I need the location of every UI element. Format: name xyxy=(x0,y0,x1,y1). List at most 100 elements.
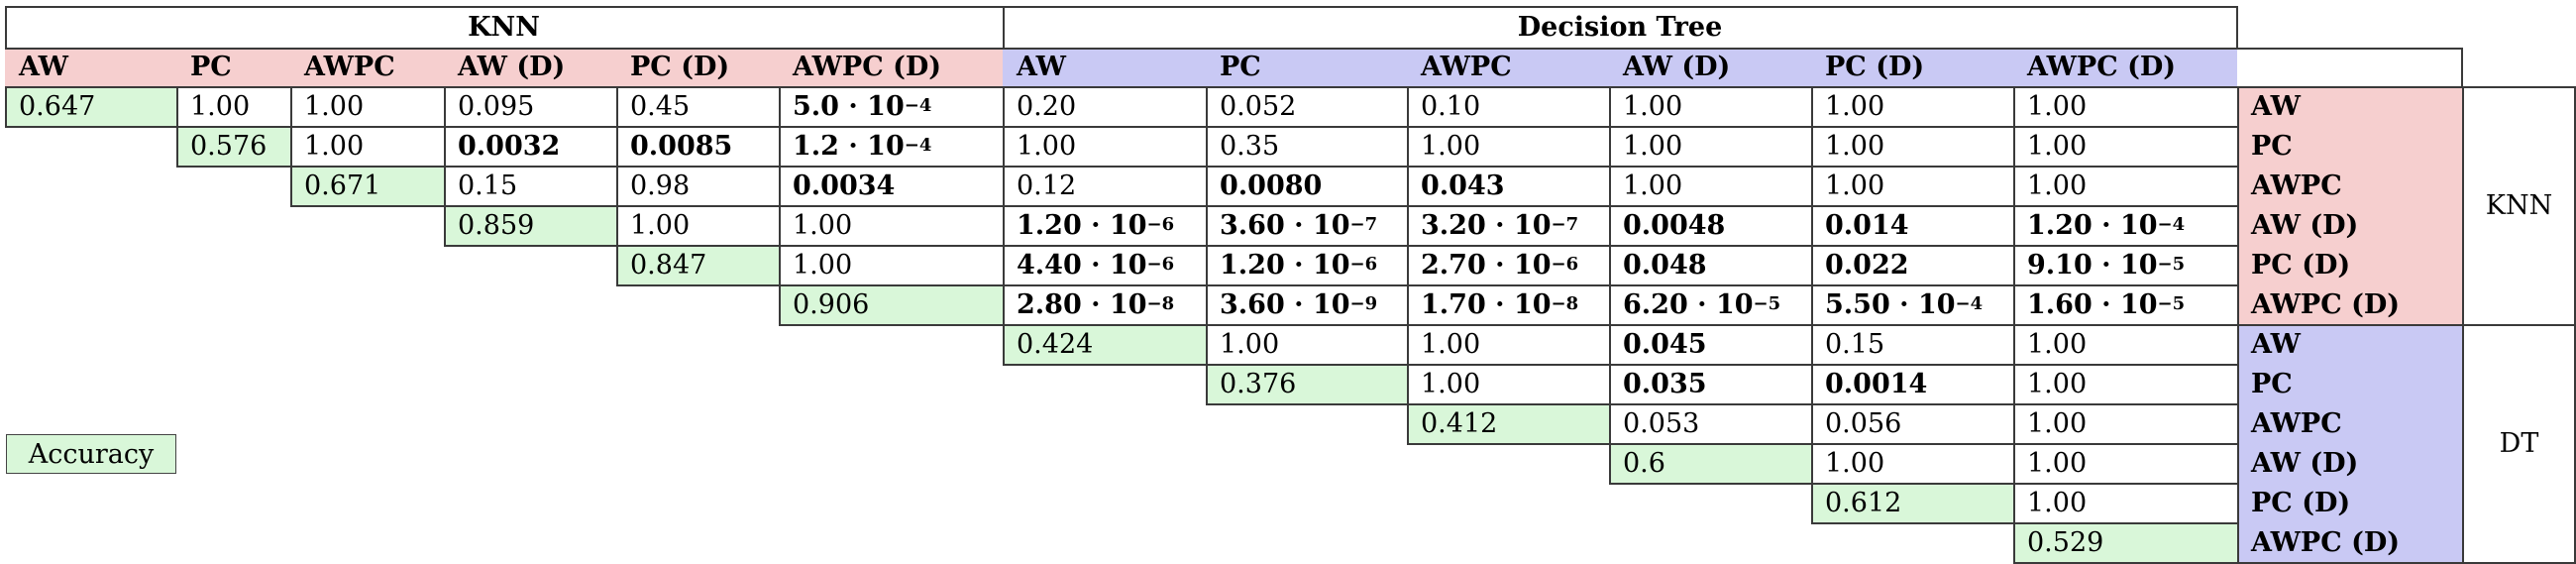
p-value-text: 1.00 xyxy=(630,209,691,241)
p-value-cell: 0.45 xyxy=(616,86,779,126)
p-value-cell: 1.60 · 10 −5 xyxy=(2027,288,2186,320)
rule-col xyxy=(1609,284,1611,324)
rule-col xyxy=(2013,245,2015,284)
rule-side-top xyxy=(2237,86,2576,88)
rule-col xyxy=(2237,205,2239,245)
p-value-cell: 1.00 xyxy=(2013,324,2237,364)
rule-col xyxy=(1811,166,1813,205)
p-value-cell: 0.014 xyxy=(1811,205,2013,245)
p-value-cell: 1.00 xyxy=(1206,324,1407,364)
rule-col xyxy=(1206,205,1208,245)
p-value-text: 3.60 · 10 xyxy=(1220,209,1350,241)
p-value-text: 1.00 xyxy=(304,130,365,162)
rule-col xyxy=(1407,364,1409,403)
rule-diag-left xyxy=(779,284,781,324)
p-value-text: 0.35 xyxy=(1220,130,1280,162)
accuracy-cell: 0.376 xyxy=(1206,364,1407,403)
p-value-text: 1.00 xyxy=(1825,130,1885,162)
p-value-text: 1.00 xyxy=(793,209,853,241)
p-value-text: 5.0 · 10 xyxy=(793,90,905,122)
p-value-text: 1.20 · 10 xyxy=(1017,209,1147,241)
accuracy-cell: 0.424 xyxy=(1003,324,1206,364)
accuracy-cell: 0.859 xyxy=(444,205,616,245)
p-value-text: 1.00 xyxy=(304,90,365,122)
rule-col xyxy=(1609,205,1611,245)
p-value-text: 0.45 xyxy=(630,90,691,122)
p-value-cell: 1.00 xyxy=(1811,443,2013,483)
p-value-cell: 0.98 xyxy=(616,166,779,205)
p-value-cell: 4.40 · 10 −6 xyxy=(1017,249,1175,281)
p-value-cell: 1.00 xyxy=(1609,126,1811,166)
accuracy-cell: 0.671 xyxy=(290,166,444,205)
p-value-cell: 0.15 xyxy=(1811,324,2013,364)
accuracy-legend: Accuracy xyxy=(6,434,176,474)
rule-col xyxy=(779,126,781,166)
row-group-dt: DT xyxy=(2499,427,2539,459)
rule-col xyxy=(1407,205,1409,245)
rule-col xyxy=(1206,86,1208,126)
p-value-text: 0.056 xyxy=(1825,407,1902,439)
p-value-cell: 3.60 · 10 −9 xyxy=(1220,288,1378,320)
column-header: AWPC (D) xyxy=(779,48,1003,86)
p-value-text: 1.00 xyxy=(1017,130,1077,162)
column-header: AW (D) xyxy=(1609,48,1811,86)
p-value-text: 1.00 xyxy=(2027,447,2088,479)
accuracy-cell: 0.6 xyxy=(1609,443,1811,483)
rule-col xyxy=(1811,324,1813,364)
p-value-text: 0.0085 xyxy=(630,130,733,162)
rule-col xyxy=(1407,86,1409,126)
p-value-cell: 1.00 xyxy=(290,126,444,166)
rule-col xyxy=(616,205,618,245)
p-value-text: 1.00 xyxy=(1825,90,1885,122)
p-value-text: 1.00 xyxy=(1421,130,1481,162)
p-value-cell: 0.0048 xyxy=(1609,205,1811,245)
rule-side-split xyxy=(2462,86,2464,562)
rule-col xyxy=(1407,245,1409,284)
p-value-cell: 1.00 xyxy=(1811,86,2013,126)
rule-col xyxy=(444,126,446,166)
rule-col xyxy=(2013,443,2015,483)
rule-col xyxy=(1407,126,1409,166)
rule-col xyxy=(1609,403,1611,443)
rule-col xyxy=(2237,483,2239,522)
rule-col xyxy=(1003,205,1005,245)
rule-row xyxy=(779,324,2237,326)
column-header: AWPC (D) xyxy=(2013,48,2237,86)
p-value-cell: 0.0032 xyxy=(444,126,616,166)
p-value-cell: 0.0085 xyxy=(616,126,779,166)
rule-row xyxy=(1206,403,2237,405)
p-value-cell: 0.045 xyxy=(1609,324,1811,364)
p-value-text: 1.70 · 10 xyxy=(1421,288,1552,320)
p-value-text: 0.035 xyxy=(1623,368,1707,399)
p-value-cell: 1.00 xyxy=(1811,126,2013,166)
p-value-text: 0.15 xyxy=(1825,328,1885,360)
p-value-cell: 1.20 · 10 −4 xyxy=(2027,209,2186,241)
p-value-cell: 1.20 · 10 −6 xyxy=(1220,249,1378,281)
p-value-text: 0.052 xyxy=(1220,90,1297,122)
rule-col xyxy=(2013,364,2015,403)
row-header: AWPC xyxy=(2237,166,2462,205)
p-value-text: 0.0080 xyxy=(1220,169,1323,201)
p-value-cell: 0.095 xyxy=(444,86,616,126)
rule-col xyxy=(779,245,781,284)
accuracy-cell: 0.906 xyxy=(779,284,1003,324)
rule-col xyxy=(1206,284,1208,324)
p-value-cell: 1.00 xyxy=(2013,443,2237,483)
row-header: AW (D) xyxy=(2237,205,2462,245)
column-header: PC (D) xyxy=(616,48,779,86)
rule-col xyxy=(1206,245,1208,284)
rule-header-bottom xyxy=(5,86,2237,88)
rule-col xyxy=(1003,245,1005,284)
rule-col xyxy=(616,86,618,126)
column-header: AW xyxy=(1003,48,1206,86)
row-header: AW (D) xyxy=(2237,443,2462,483)
rule-col xyxy=(2013,324,2015,364)
p-value-text: 1.00 xyxy=(1220,328,1280,360)
rule-diag-left xyxy=(5,86,7,126)
p-value-cell: 0.056 xyxy=(1811,403,2013,443)
p-value-text: 1.00 xyxy=(2027,407,2088,439)
accuracy-cell: 0.847 xyxy=(616,245,779,284)
rule-group-split xyxy=(1003,6,1005,48)
p-value-cell: 1.00 xyxy=(1407,126,1609,166)
accuracy-cell: 0.412 xyxy=(1407,403,1609,443)
